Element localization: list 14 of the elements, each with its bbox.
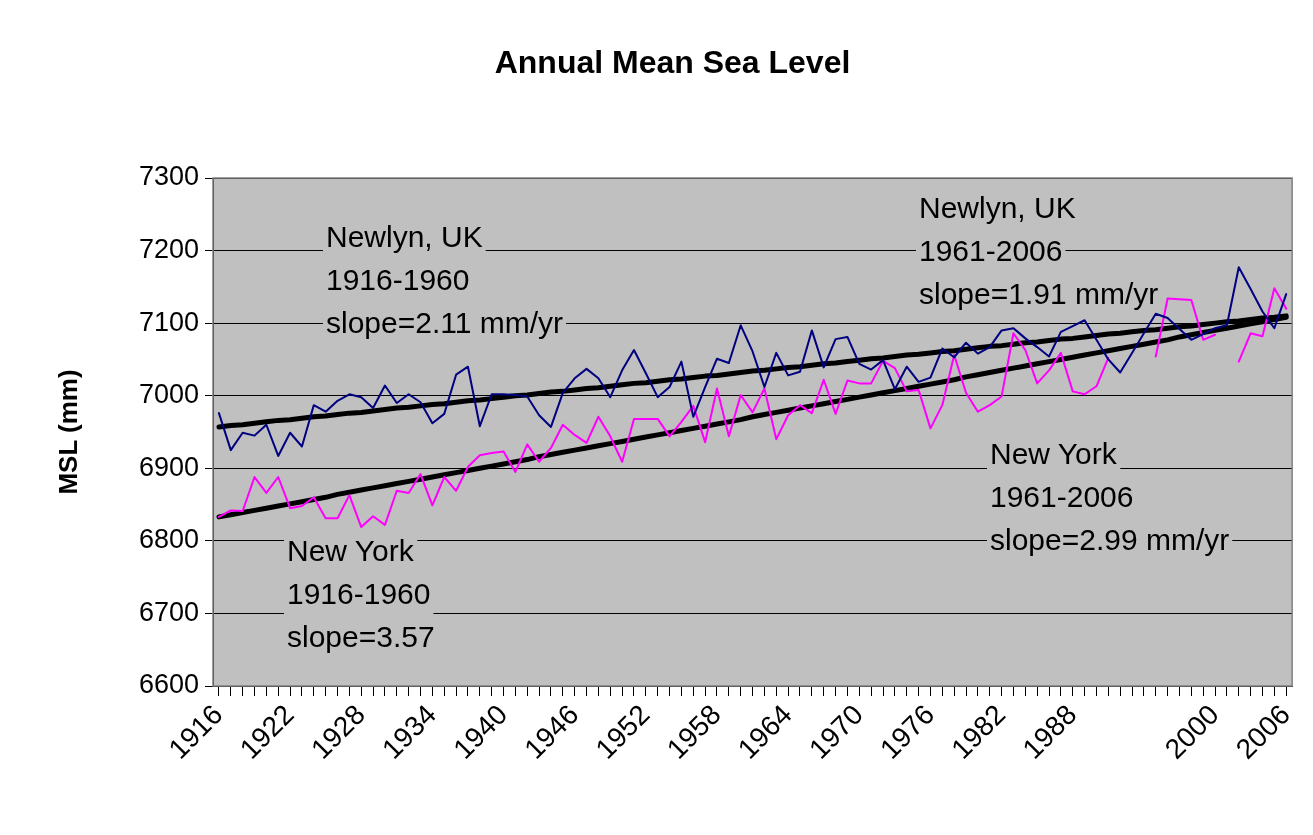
annotation: New York 1916-1960 slope=3.57: [287, 534, 435, 654]
y-tick-label: 6600: [138, 669, 199, 700]
annotation: Newlyn, UK 1916-1960 slope=2.11 mm/yr: [326, 220, 564, 340]
y-tick-label: 6700: [138, 596, 199, 627]
y-tick-label: 7200: [138, 234, 199, 265]
annotation: Newlyn, UK 1961-2006 slope=1.91 mm/yr: [919, 191, 1159, 311]
annotation: New York 1961-2006 slope=2.99 mm/yr: [990, 437, 1230, 557]
y-tick-label: 6900: [138, 451, 199, 482]
y-tick-label: 7100: [138, 306, 199, 337]
y-tick-label: 7300: [138, 161, 199, 192]
y-tick-label: 7000: [138, 379, 199, 410]
y-axis-title: MSL (mm): [52, 369, 83, 495]
y-tick-label: 6800: [138, 524, 199, 555]
chart-title: Annual Mean Sea Level: [494, 43, 851, 80]
